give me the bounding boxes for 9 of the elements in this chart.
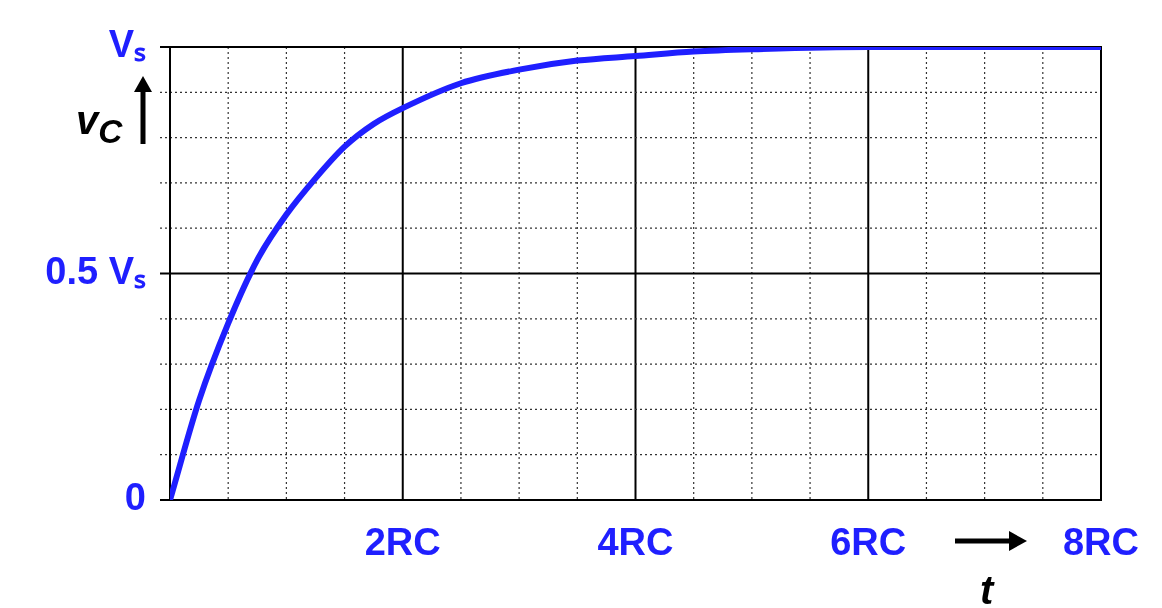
y-tick-label: 0	[124, 476, 146, 519]
x-axis-title: t	[980, 568, 994, 608]
y-tick-label: Vₛ	[108, 23, 146, 66]
x-tick-label: 6RC	[830, 521, 907, 564]
x-tick-label: 8RC	[1062, 521, 1140, 564]
x-tick-label: 4RC	[597, 521, 674, 564]
x-tick-label: 2RC	[364, 521, 441, 564]
y-axis-title: v$_{C}$	[76, 98, 123, 150]
y-tick-label: 0.5 Vₛ	[45, 249, 146, 292]
